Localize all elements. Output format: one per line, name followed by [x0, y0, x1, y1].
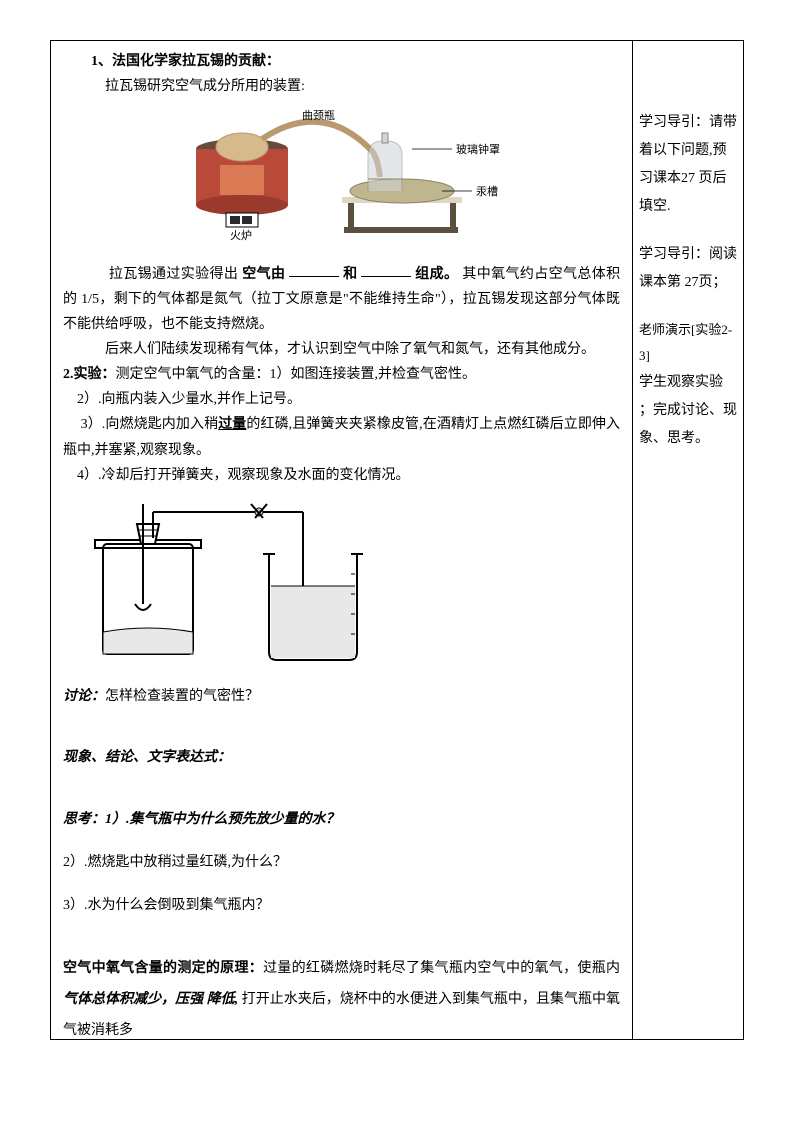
svg-text:曲颈瓶: 曲颈瓶 [302, 108, 335, 122]
svg-text:火炉: 火炉 [230, 229, 252, 242]
discuss-line: 讨论：怎样检查装置的气密性？ [63, 684, 620, 709]
principle-title: 空气中氧气含量的测定的原理： [63, 961, 263, 976]
s3-bold: 过量 [218, 417, 246, 432]
note-4: 学生观察实验 ；完成讨论、现象、思考。 [639, 369, 737, 453]
s3a: 3）.向燃烧匙内加入稍 [81, 417, 219, 432]
principle-paragraph: 空气中氧气含量的测定的原理：过量的红磷燃烧时耗尽了集气瓶内空气中的氧气，使瓶内气… [63, 954, 620, 1039]
discuss-label: 讨论： [63, 689, 105, 704]
think-q1: 思考：1）.集气瓶中为什么预先放少量的水？ [63, 807, 620, 832]
principle-italic: 气体总体积减少，压强 降低, [63, 992, 238, 1007]
section-heading-2: 2.实验：测定空气中氧气的含量：1）如图连接装置,并检查气密性。 [63, 362, 620, 387]
principle-a: 过量的红磷燃烧时耗尽了集气瓶内空气中的氧气，使瓶内 [263, 961, 620, 976]
note-3: 老师演示[实验2-3] [639, 317, 737, 369]
blank-1[interactable] [289, 261, 339, 278]
section-heading-1: 1、法国化学家拉瓦锡的贡献： [63, 49, 620, 74]
discuss-text: 怎样检查装置的气密性？ [105, 689, 259, 704]
p1-b: 空气由 [242, 266, 285, 281]
p1-d: 组成。 [415, 266, 458, 281]
intro-line: 拉瓦锡研究空气成分所用的装置: [63, 74, 620, 99]
phenomena-heading: 现象、结论、文字表达式： [63, 745, 620, 770]
page-table: 1、法国化学家拉瓦锡的贡献： 拉瓦锡研究空气成分所用的装置: 火炉 曲颈瓶 [50, 40, 744, 1040]
blank-2[interactable] [361, 261, 411, 278]
lavoisier-apparatus-diagram: 火炉 曲颈瓶 玻璃钟罩 汞槽 [63, 105, 620, 254]
think-q2: 2）.燃烧匙中放稍过量红磷,为什么？ [63, 850, 620, 875]
h2-label: 2.实验： [63, 367, 116, 382]
step-3: 3）.向燃烧匙内加入稍过量的红磷,且弹簧夹夹紧橡皮管,在酒精灯上点燃红磷后立即伸… [63, 412, 620, 462]
p1-c: 和 [343, 266, 357, 281]
step-2: 2）.向瓶内装入少量水,并作上记号。 [77, 387, 620, 412]
paragraph-1: 拉瓦锡通过实验得出 空气由 和 组成。 其中氧气约占空气总体积的 1/5，剩下的… [63, 261, 620, 337]
note-2: 学习导引：阅读课本第 27页； [639, 241, 737, 297]
svg-text:汞槽: 汞槽 [476, 185, 498, 198]
think-q3: 3）.水为什么会倒吸到集气瓶内？ [63, 893, 620, 918]
h2-rest: 测定空气中氧气的含量：1）如图连接装置,并检查气密性。 [116, 367, 477, 382]
step-4: 4）.冷却后打开弹簧夹，观察现象及水面的变化情况。 [77, 463, 620, 488]
paragraph-2: 后来人们陆续发现稀有气体，才认识到空气中除了氧气和氮气，还有其他成分。 [63, 337, 620, 362]
note-1: 学习导引：请带着以下问题,预习课本27 页后填空. [639, 109, 737, 221]
diagram-oxygen-svg [83, 494, 403, 669]
svg-text:玻璃钟罩: 玻璃钟罩 [456, 142, 500, 156]
notes-column: 学习导引：请带着以下问题,预习课本27 页后填空. 学习导引：阅读课本第 27页… [633, 41, 743, 1039]
p1-a: 拉瓦锡通过实验得出 [109, 266, 238, 281]
diagram-lavoisier-svg: 火炉 曲颈瓶 玻璃钟罩 汞槽 [162, 105, 522, 245]
oxygen-measure-diagram [63, 494, 620, 678]
content-column: 1、法国化学家拉瓦锡的贡献： 拉瓦锡研究空气成分所用的装置: 火炉 曲颈瓶 [51, 41, 633, 1039]
